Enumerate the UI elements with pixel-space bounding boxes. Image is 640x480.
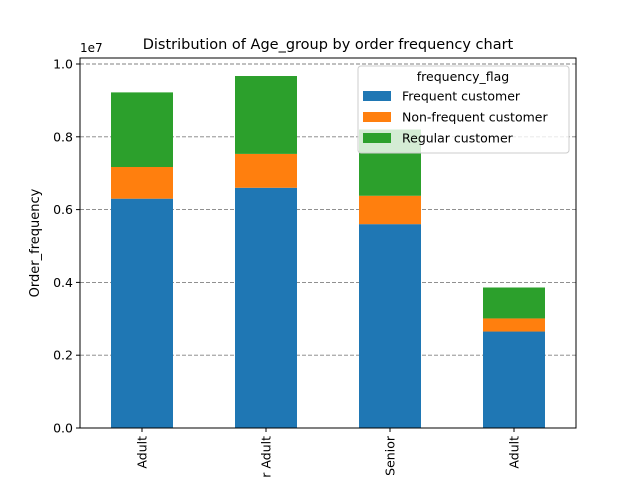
bar-segment xyxy=(235,76,297,154)
bar-segment xyxy=(111,198,173,428)
bar-segment xyxy=(483,287,545,319)
legend-swatch xyxy=(363,133,391,143)
bar-segment xyxy=(111,92,173,168)
legend-title: frequency_flag xyxy=(417,69,509,84)
x-tick-label: Senior xyxy=(383,435,398,476)
bar-segment xyxy=(483,331,545,428)
x-tick-label: Adult xyxy=(507,436,522,469)
y-tick-label: 0.6 xyxy=(53,202,73,217)
y-tick-label: 0.4 xyxy=(53,275,73,290)
y-gridlines xyxy=(80,63,576,356)
plot-frame xyxy=(79,57,577,429)
bar-segment xyxy=(235,187,297,428)
legend-swatch xyxy=(363,91,391,101)
bars xyxy=(111,76,545,428)
x-tick-label: r Adult xyxy=(259,436,274,478)
legend-label: Regular customer xyxy=(402,131,514,146)
bar-segment xyxy=(483,318,545,332)
y-scale-note: 1e7 xyxy=(80,41,103,55)
y-tick-label: 0.8 xyxy=(53,129,73,144)
y-tick-label: 0.2 xyxy=(53,348,73,363)
x-tick-label: Adult xyxy=(135,436,150,469)
legend-box xyxy=(357,65,570,154)
y-tick-label: 1.0 xyxy=(53,57,73,72)
bar-segment xyxy=(359,195,421,225)
x-axis: Adult r Adult Senior Adult xyxy=(135,428,522,478)
legend-label: Non-frequent customer xyxy=(402,110,548,125)
legend-label: Frequent customer xyxy=(402,89,521,104)
y-axis-label: Order_frequency xyxy=(28,188,43,297)
bar-segment xyxy=(111,167,173,199)
legend: frequency_flag Frequent customer Non-freq… xyxy=(357,65,570,154)
bar-segment xyxy=(235,153,297,188)
bar-segment xyxy=(359,224,421,428)
y-tick-label: 0.0 xyxy=(53,421,73,436)
y-axis: 0.0 0.2 0.4 0.6 0.8 1.0 xyxy=(53,57,80,436)
chart-title: Distribution of Age_group by order frequ… xyxy=(143,37,514,53)
legend-swatch xyxy=(363,112,391,122)
